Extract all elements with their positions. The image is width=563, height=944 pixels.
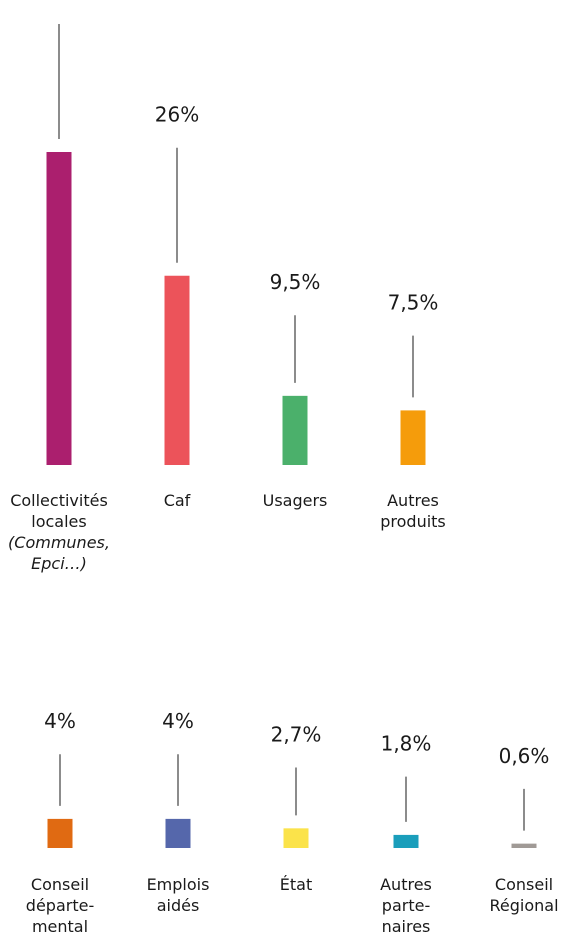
bar (46, 152, 72, 465)
category-label: Conseil (31, 875, 89, 894)
category-label: départe- (26, 896, 94, 915)
data-label: 9,5% (270, 270, 321, 294)
category-label: Régional (489, 896, 558, 915)
bar (282, 395, 308, 465)
category-label: Usagers (263, 491, 328, 510)
data-label: 2,7% (271, 722, 322, 746)
data-label: 1,8% (381, 732, 432, 756)
category-label: locales (31, 512, 86, 531)
category-label: Collectivités (10, 491, 108, 510)
data-label: 4% (44, 709, 76, 733)
category-label: Caf (164, 491, 191, 510)
bar (393, 834, 419, 848)
category-note: (Communes, (8, 533, 110, 552)
bar (164, 275, 190, 465)
category-label: naires (382, 917, 431, 936)
category-label: État (280, 875, 312, 894)
category-label: produits (380, 512, 446, 531)
category-label: Autres (380, 875, 432, 894)
data-label: 4% (162, 709, 194, 733)
data-label: 0,6% (499, 744, 550, 768)
category-label: Autres (387, 491, 439, 510)
data-label: 43% (37, 0, 81, 3)
data-label: 7,5% (388, 291, 439, 315)
bar (511, 843, 537, 848)
category-label: mental (32, 917, 88, 936)
category-label: aidés (157, 896, 200, 915)
bar (165, 818, 191, 848)
category-label: Conseil (495, 875, 553, 894)
category-label: Emplois (147, 875, 210, 894)
category-label: parte- (382, 896, 430, 915)
data-label: 26% (155, 103, 199, 127)
bar (400, 410, 426, 465)
bar (47, 818, 73, 848)
category-note: Epci…) (31, 554, 87, 573)
bar (283, 828, 309, 848)
